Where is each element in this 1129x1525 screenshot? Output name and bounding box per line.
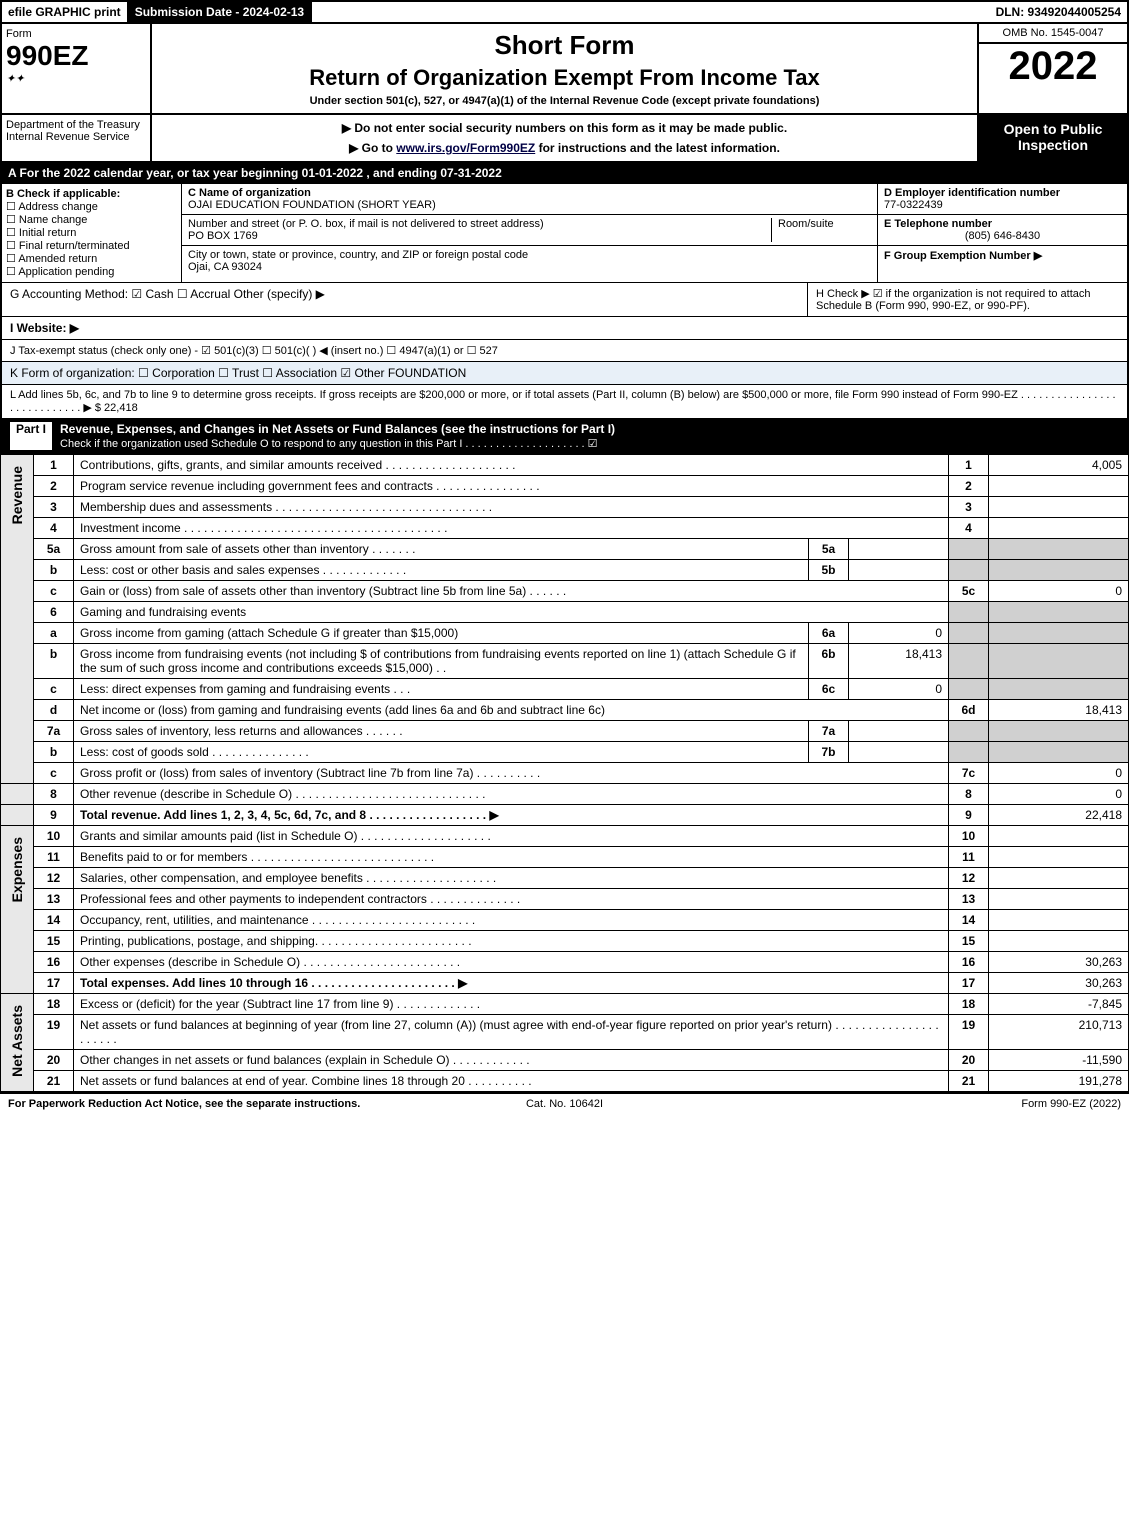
dept-treasury: Department of the Treasury — [6, 119, 146, 131]
form-word: Form — [6, 28, 146, 40]
section-b-label: B Check if applicable: — [6, 188, 177, 200]
footer-formref: Form 990-EZ (2022) — [750, 1098, 1121, 1110]
irs-label: Internal Revenue Service — [6, 131, 146, 143]
line-gh: G Accounting Method: ☑ Cash ☐ Accrual Ot… — [0, 283, 1129, 317]
section-c: C Name of organization OJAI EDUCATION FO… — [182, 184, 877, 282]
dept-block: Department of the Treasury Internal Reve… — [2, 115, 152, 161]
check-initial[interactable]: Initial return — [6, 226, 177, 239]
ein-value: 77-0322439 — [884, 199, 943, 211]
part-1-title: Revenue, Expenses, and Changes in Net As… — [60, 422, 1119, 450]
part-1-table: Revenue 1Contributions, gifts, grants, a… — [0, 454, 1129, 1092]
footer-catno: Cat. No. 10642I — [379, 1098, 750, 1110]
warnings: ▶ Do not enter social security numbers o… — [152, 115, 977, 161]
return-title: Return of Organization Exempt From Incom… — [158, 65, 971, 91]
org-name: OJAI EDUCATION FOUNDATION (SHORT YEAR) — [188, 199, 436, 211]
city-value: Ojai, CA 93024 — [188, 261, 262, 273]
efile-label: efile GRAPHIC print — [2, 2, 129, 22]
warning-1: ▶ Do not enter social security numbers o… — [158, 121, 971, 135]
top-bar: efile GRAPHIC print Submission Date - 20… — [0, 0, 1129, 24]
section-def: D Employer identification number 77-0322… — [877, 184, 1127, 282]
open-public: Open to Public Inspection — [977, 115, 1127, 161]
phone-value: (805) 646-8430 — [884, 230, 1121, 242]
sub-header: Department of the Treasury Internal Reve… — [0, 115, 1129, 163]
line-h: H Check ▶ ☑ if the organization is not r… — [807, 283, 1127, 316]
line-j: J Tax-exempt status (check only one) - ☑… — [0, 340, 1129, 362]
city-label: City or town, state or province, country… — [188, 249, 528, 261]
section-b: B Check if applicable: Address change Na… — [2, 184, 182, 282]
short-form-title: Short Form — [158, 30, 971, 61]
d-label: D Employer identification number — [884, 187, 1060, 199]
dln-label: DLN: 93492044005254 — [990, 2, 1127, 22]
room-label: Room/suite — [778, 218, 834, 230]
form-title-block: Short Form Return of Organization Exempt… — [152, 24, 977, 113]
check-pending[interactable]: Application pending — [6, 265, 177, 278]
footer-notice: For Paperwork Reduction Act Notice, see … — [8, 1098, 379, 1110]
f-label: F Group Exemption Number ▶ — [884, 250, 1042, 262]
check-final[interactable]: Final return/terminated — [6, 239, 177, 252]
year-block: OMB No. 1545-0047 2022 — [977, 24, 1127, 113]
form-header: Form 990EZ ✦✦ Short Form Return of Organ… — [0, 24, 1129, 115]
part-1-badge: Part I — [10, 422, 52, 450]
under-section: Under section 501(c), 527, or 4947(a)(1)… — [158, 95, 971, 107]
page-footer: For Paperwork Reduction Act Notice, see … — [0, 1092, 1129, 1114]
section-bcdef: B Check if applicable: Address change Na… — [0, 184, 1129, 283]
line-1-num: 1 — [34, 455, 74, 476]
irs-link[interactable]: www.irs.gov/Form990EZ — [396, 141, 535, 155]
line-g: G Accounting Method: ☑ Cash ☐ Accrual Ot… — [2, 283, 807, 316]
check-address[interactable]: Address change — [6, 200, 177, 213]
street-value: PO BOX 1769 — [188, 230, 258, 242]
line-i: I Website: ▶ — [0, 317, 1129, 340]
line-1-val: 4,005 — [989, 455, 1129, 476]
omb-number: OMB No. 1545-0047 — [979, 24, 1127, 44]
form-number: 990EZ — [6, 40, 146, 72]
e-label: E Telephone number — [884, 218, 992, 230]
street-label: Number and street (or P. O. box, if mail… — [188, 218, 544, 230]
line-1-rnum: 1 — [949, 455, 989, 476]
line-1-desc: Contributions, gifts, grants, and simila… — [74, 455, 949, 476]
expenses-side-label: Expenses — [7, 829, 27, 910]
check-amended[interactable]: Amended return — [6, 252, 177, 265]
warning-2: ▶ Go to www.irs.gov/Form990EZ for instru… — [349, 141, 780, 155]
netassets-side-label: Net Assets — [7, 997, 27, 1085]
check-name[interactable]: Name change — [6, 213, 177, 226]
tax-year: 2022 — [979, 44, 1127, 89]
c-name-label: C Name of organization — [188, 187, 311, 199]
form-number-block: Form 990EZ ✦✦ — [2, 24, 152, 113]
part-1-header: Part I Revenue, Expenses, and Changes in… — [0, 419, 1129, 454]
line-k: K Form of organization: ☐ Corporation ☐ … — [0, 362, 1129, 385]
line-l: L Add lines 5b, 6c, and 7b to line 9 to … — [0, 385, 1129, 419]
revenue-side-label: Revenue — [7, 458, 27, 532]
line-a: A For the 2022 calendar year, or tax yea… — [0, 163, 1129, 184]
submission-date: Submission Date - 2024-02-13 — [129, 2, 312, 22]
